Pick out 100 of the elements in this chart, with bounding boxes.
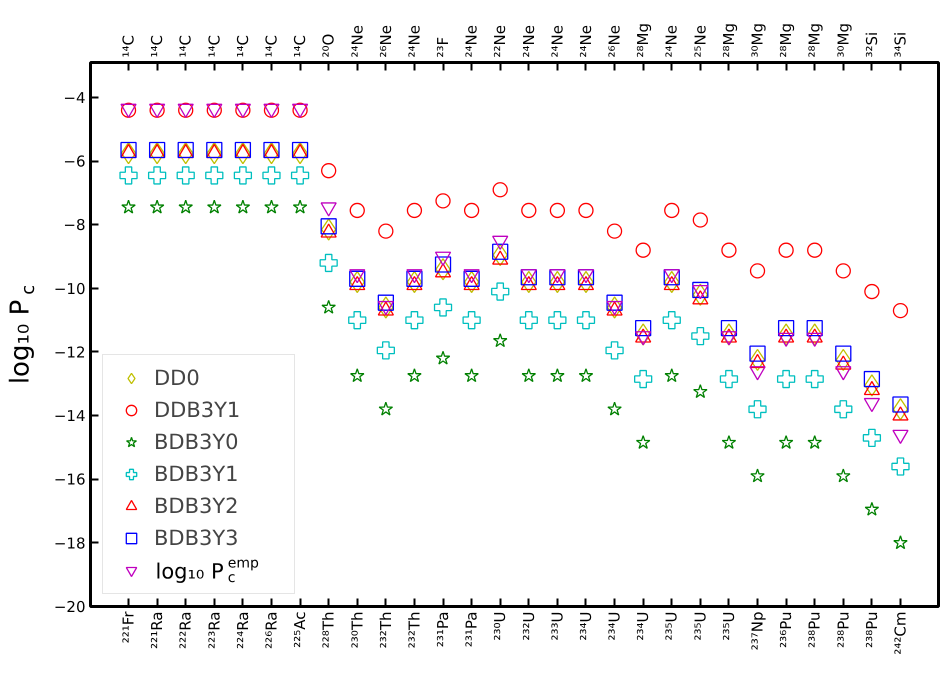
x-tick-label: ²⁴²Cm: [891, 612, 910, 655]
point: [521, 202, 536, 218]
point: [264, 142, 280, 164]
point: [578, 368, 594, 382]
text: ²⁸Mg: [720, 23, 738, 58]
point: [434, 256, 452, 273]
point: [605, 341, 624, 360]
point: [436, 350, 450, 365]
point: [321, 163, 336, 178]
point: [121, 200, 136, 214]
legend-label: DDB3Y1: [154, 398, 242, 422]
point: [321, 300, 336, 314]
point: [264, 200, 279, 214]
y-tick-label: −8: [63, 216, 86, 234]
point: [664, 368, 680, 382]
x-tick-label: ²³⁸Pu: [834, 612, 852, 648]
legend-label: BDB3Y3: [154, 526, 240, 550]
point: [262, 166, 281, 185]
point: [292, 142, 308, 164]
text: ²⁴Ne: [520, 25, 538, 58]
x-tick-label: ²²¹Ra: [148, 611, 166, 649]
point: [320, 254, 338, 272]
point: [607, 402, 622, 416]
point: [462, 311, 481, 330]
point: [750, 263, 766, 279]
text: ²⁸Mg: [777, 23, 796, 58]
text: ¹⁴C: [291, 35, 310, 58]
text: ²⁴Ne: [576, 25, 595, 58]
legend-label: DD0: [154, 366, 201, 390]
point: [635, 320, 652, 336]
point: [807, 435, 822, 449]
text: ²⁴Ne: [348, 25, 366, 58]
x-tick-label: ²²⁴Ra: [234, 611, 252, 649]
x-tick-label: ²³⁴U: [606, 611, 624, 641]
point: [720, 370, 738, 388]
point: [406, 202, 422, 218]
text: ¹⁴C: [262, 35, 280, 58]
x-tick-label: ²³⁵U: [662, 611, 681, 641]
point: [320, 218, 337, 234]
point: [407, 368, 422, 382]
point: [864, 370, 880, 388]
text: ²⁸Mg: [806, 23, 824, 58]
text: ²⁴Ne: [462, 25, 481, 58]
x-tick-label: ²³²U: [520, 611, 538, 641]
point: [206, 200, 222, 214]
y-tick-label: −4: [63, 88, 86, 107]
x-tick-label: ²²⁸Th: [320, 611, 338, 648]
point: [120, 142, 136, 164]
point: [376, 341, 395, 360]
point: [864, 502, 880, 516]
x-tick-label: ²³⁰U: [491, 611, 510, 641]
point: [606, 223, 622, 239]
point: [722, 435, 736, 449]
point: [205, 166, 224, 185]
x-tick-label: ²²⁵Ac: [291, 611, 310, 648]
point: [464, 202, 480, 218]
point: [750, 468, 765, 482]
point: [350, 368, 365, 382]
y-tick-label: −12: [54, 343, 86, 362]
text: ³⁴Si: [891, 32, 910, 58]
text: ¹⁴C: [234, 35, 252, 58]
point: [150, 200, 164, 214]
text: ²⁴Ne: [548, 25, 566, 58]
point: [778, 320, 794, 336]
point: [491, 282, 510, 301]
legend-label: BDB3Y1: [154, 462, 240, 486]
x-tick-label: ²³⁴U: [576, 611, 595, 641]
point: [176, 166, 195, 185]
point: [606, 294, 623, 311]
y-tick-label: −6: [63, 152, 86, 171]
point: [806, 370, 824, 388]
point: [378, 402, 394, 416]
text: ¹⁴C: [205, 35, 224, 58]
text: ³⁰Mg: [834, 23, 852, 58]
text: ²⁶Ne: [376, 25, 395, 58]
x-tick-label: ²³⁶Pu: [777, 612, 796, 648]
legend-label: BDB3Y0: [154, 430, 240, 454]
text: ²⁰O: [320, 34, 338, 58]
x-tick-label: ²²¹Fr: [120, 610, 138, 644]
point: [834, 400, 852, 418]
point: [778, 242, 794, 258]
point: [464, 368, 479, 382]
y-tick-label: −14: [54, 407, 86, 426]
point: [548, 311, 567, 330]
point: [891, 457, 910, 476]
point: [636, 242, 651, 258]
text: ¹⁴C: [176, 35, 195, 58]
x-tick-label: ²³²Th: [405, 611, 424, 648]
x-tick-label: ²³⁰Th: [348, 611, 366, 648]
x-tick-label: ²³¹Pa: [434, 611, 452, 648]
point: [492, 182, 508, 198]
text: ²³F: [434, 36, 452, 58]
text: ²⁴Ne: [405, 25, 424, 58]
text: ¹⁴C: [148, 35, 166, 58]
x-tick-label: ²³²Th: [376, 611, 395, 648]
y-tick-label: −20: [54, 598, 86, 616]
y-axis-title: log₁₀ Pc: [6, 284, 39, 384]
text: ²⁶Ne: [606, 25, 624, 58]
text: ³²Si: [862, 32, 881, 58]
point: [662, 311, 681, 330]
